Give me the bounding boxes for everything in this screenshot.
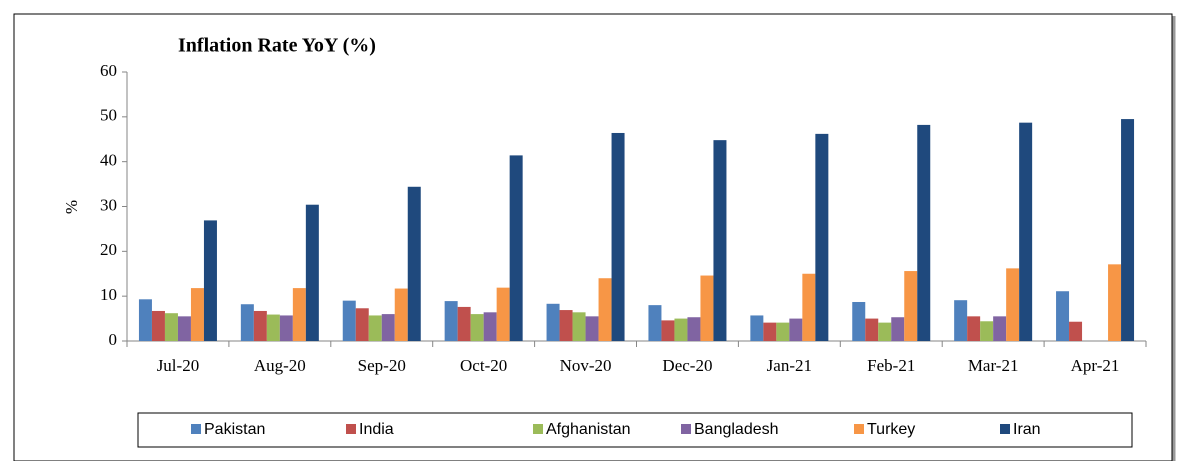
bar (878, 322, 892, 341)
y-tick-label: 0 (109, 330, 118, 349)
bar (305, 204, 319, 341)
y-tick-label: 30 (100, 195, 117, 214)
legend-box (137, 412, 1133, 448)
bar (266, 314, 280, 341)
x-tick-label: Jan-21 (767, 356, 812, 375)
bar (572, 312, 586, 341)
bar (585, 316, 599, 341)
x-tick-label: Oct-20 (460, 356, 507, 375)
bar (852, 301, 866, 341)
bar (253, 310, 267, 341)
bar (496, 287, 510, 341)
bar (177, 316, 191, 341)
legend-label: Bangladesh (694, 421, 779, 438)
bar (407, 186, 421, 341)
legend-label: India (359, 421, 394, 438)
bar (355, 308, 369, 341)
bar (1019, 122, 1033, 341)
bar (279, 315, 293, 341)
chart-frame (13, 13, 1173, 461)
y-tick-label: 20 (100, 240, 117, 259)
x-tick-label: Jul-20 (157, 356, 200, 375)
legend-swatch (191, 424, 201, 434)
bar (674, 318, 688, 341)
bar (815, 133, 829, 341)
x-tick-label: Nov-20 (560, 356, 612, 375)
bar (1108, 264, 1122, 341)
bar (1069, 321, 1083, 341)
bar (750, 315, 764, 341)
bar (381, 314, 395, 341)
bar (394, 288, 408, 341)
legend-label: Iran (1013, 421, 1041, 438)
legend-swatch (854, 424, 864, 434)
bar (865, 318, 879, 341)
bar (1006, 268, 1020, 341)
bar (687, 317, 701, 341)
x-tick-label: Dec-20 (662, 356, 712, 375)
x-tick-label: Apr-21 (1071, 356, 1120, 375)
y-tick-label: 50 (100, 106, 117, 125)
x-tick-label: Feb-21 (867, 356, 915, 375)
bar (802, 273, 816, 341)
bar (611, 132, 625, 341)
bar (444, 301, 458, 341)
bar (559, 310, 573, 341)
bar (470, 314, 484, 341)
bar (776, 322, 790, 341)
legend-swatch (533, 424, 543, 434)
bar (713, 140, 727, 341)
bar (292, 288, 306, 341)
bar (546, 303, 560, 341)
y-tick-label: 40 (100, 151, 117, 170)
bar (904, 271, 918, 341)
x-tick-label: Sep-20 (358, 356, 406, 375)
bar (342, 300, 356, 341)
x-tick-label: Mar-21 (968, 356, 1019, 375)
bar (789, 318, 803, 341)
legend-swatch (1000, 424, 1010, 434)
bar (240, 304, 254, 341)
bar (483, 312, 497, 341)
bar (967, 316, 981, 341)
x-tick-label: Aug-20 (254, 356, 306, 375)
bar (980, 321, 994, 341)
bar (151, 310, 165, 341)
bar (917, 124, 931, 341)
bar (598, 278, 612, 341)
legend-label: Afghanistan (546, 421, 631, 438)
legend-label: Pakistan (204, 421, 265, 438)
bar (368, 315, 382, 341)
bar (164, 313, 178, 341)
legend-swatch (346, 424, 356, 434)
bar (661, 320, 675, 341)
bar (190, 288, 204, 341)
bar (954, 300, 968, 341)
bar (700, 275, 714, 341)
legend-label: Turkey (867, 421, 915, 438)
y-axis-label: % (62, 200, 81, 214)
y-tick-label: 60 (100, 61, 117, 80)
bar (891, 317, 905, 341)
bar (993, 316, 1007, 341)
bar (138, 299, 152, 341)
chart-title: Inflation Rate YoY (%) (178, 35, 376, 57)
legend-swatch (681, 424, 691, 434)
bar (648, 305, 662, 341)
bar (203, 220, 217, 341)
bar (509, 155, 523, 341)
bar (1121, 119, 1135, 341)
bar (457, 306, 471, 341)
bar (763, 322, 777, 341)
bar (1056, 291, 1070, 341)
y-tick-label: 10 (100, 285, 117, 304)
